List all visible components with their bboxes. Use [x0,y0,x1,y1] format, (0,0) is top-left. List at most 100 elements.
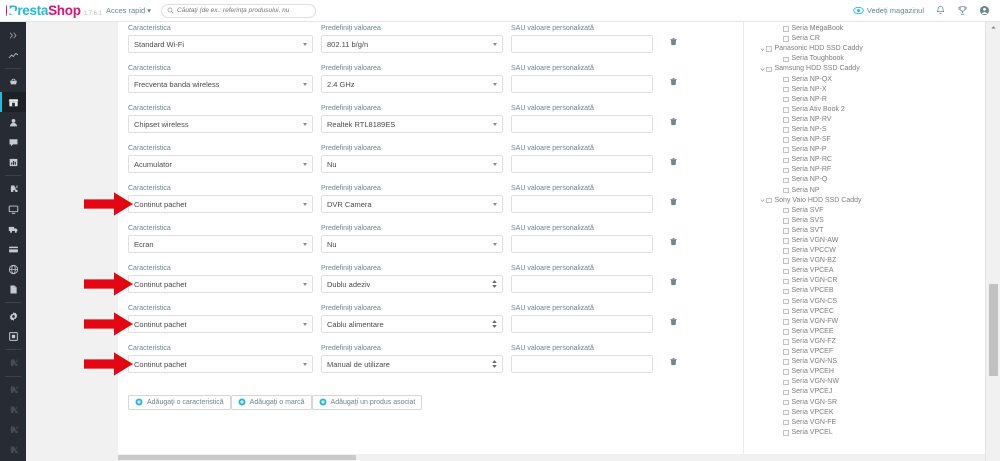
add-brand-button[interactable]: Adăugaţi o marcă [230,394,312,410]
feature-select[interactable]: Ecran [128,235,313,253]
tree-node[interactable]: Seria VGN-SR [744,397,985,407]
tree-node[interactable]: Seria VPCEE [744,327,985,337]
tree-node[interactable]: Seria VGN-NW [744,377,985,387]
tree-node[interactable]: Seria NP-P [744,145,985,155]
tree-node-checkbox[interactable] [783,86,789,93]
trash-icon[interactable] [669,37,678,47]
tree-node[interactable]: Seria SVS [744,216,985,226]
tree-node[interactable]: Seria Ativ Book 2 [744,105,985,115]
predefined-value-select[interactable]: 2.4 GHz [321,75,503,93]
chevron-down-icon[interactable] [758,198,766,203]
tree-node-checkbox[interactable] [783,258,789,264]
tree-node-checkbox[interactable] [766,66,772,73]
feature-select[interactable]: Acumulator [128,155,313,173]
tree-node-checkbox[interactable] [783,319,789,325]
tree-node[interactable]: Seria NP-Q [744,175,985,185]
tree-node[interactable]: Seria Toughbook [744,54,985,64]
trash-icon[interactable] [669,277,678,287]
sidebar-item-module-link-1[interactable] [0,353,26,373]
predefined-value-select[interactable]: Cablu alimentare [321,315,503,333]
sidebar-item-orders[interactable] [0,72,26,92]
tree-node[interactable]: Seria NP-X [744,85,985,95]
tree-node[interactable]: Seria VPCEJ [744,387,985,397]
sidebar-item-expand[interactable] [0,25,26,45]
tree-node[interactable]: Seria VGN-BZ [744,256,985,266]
predefined-value-select[interactable]: 802.11 b/g/n [321,35,503,53]
sidebar-item-design[interactable] [0,199,26,219]
tree-node-checkbox[interactable] [783,218,789,224]
tree-node[interactable]: Seria VGN-FW [744,317,985,327]
feature-select[interactable]: Frecventa banda wireless [128,75,313,93]
tree-node-checkbox[interactable] [783,127,789,133]
brand-tree-panel[interactable]: Seria MegaBook Seria CR Panasonic HDD SS… [743,22,985,461]
tree-node-checkbox[interactable] [783,419,789,426]
tree-node[interactable]: Seria NP-R [744,95,985,105]
tree-node-checkbox[interactable] [783,339,789,345]
sidebar-item-shop-parameters[interactable] [0,306,26,326]
trash-icon[interactable] [669,157,678,167]
tree-node-checkbox[interactable] [783,147,789,153]
chevron-down-icon[interactable] [758,67,766,72]
sidebar-item-stats[interactable] [0,152,26,172]
predefined-value-select[interactable]: Dublu adeziv [321,275,503,293]
tree-node-checkbox[interactable] [783,137,789,143]
trash-icon[interactable] [669,77,678,87]
trash-icon[interactable] [669,317,678,327]
vertical-scroll-thumb[interactable] [989,284,998,376]
tree-node-checkbox[interactable] [783,399,789,406]
tree-node-checkbox[interactable] [783,96,789,103]
tree-node-checkbox[interactable] [783,228,789,234]
predefined-value-select[interactable]: Nu [321,235,503,253]
tree-node[interactable]: Seria NP [744,186,985,196]
trash-icon[interactable] [669,357,678,367]
tree-node[interactable]: Seria VPCCW [744,246,985,256]
tree-node-checkbox[interactable] [783,389,789,396]
tree-node-checkbox[interactable] [783,409,789,416]
horizontal-scroll-thumb[interactable] [118,455,356,460]
trophy-icon[interactable] [957,5,968,16]
global-search-box[interactable] [161,3,317,18]
tree-node-checkbox[interactable] [783,298,789,305]
tree-node[interactable]: Seria VPCEA [744,266,985,276]
tree-node[interactable]: Seria SVF [744,206,985,216]
predefined-value-select[interactable]: DVR Camera [321,195,503,213]
custom-value-input[interactable] [511,235,653,253]
tree-node-checkbox[interactable] [783,248,789,254]
feature-select[interactable]: Standard Wi-Fi [128,35,313,53]
tree-node[interactable]: Seria VPCEC [744,307,985,317]
chevron-down-icon[interactable] [758,47,766,52]
tree-node[interactable]: Seria VGN-NS [744,357,985,367]
sidebar-item-module-link-4[interactable] [0,420,26,440]
trash-icon[interactable] [669,117,678,127]
custom-value-input[interactable] [511,35,653,53]
tree-node-checkbox[interactable] [783,238,789,244]
tree-node[interactable]: Seria VGN-CS [744,297,985,307]
predefined-value-select[interactable]: Manual de utilizare [321,355,503,373]
tree-node-checkbox[interactable] [783,278,789,285]
tree-node-checkbox[interactable] [783,379,789,386]
tree-node-checkbox[interactable] [783,167,789,174]
tree-node[interactable]: Seria VGN-FZ [744,337,985,347]
tree-node[interactable]: Seria SVT [744,226,985,236]
search-input[interactable] [177,7,311,14]
tree-node[interactable]: Panasonic HDD SSD Caddy [744,44,985,54]
tree-node-checkbox[interactable] [783,107,789,113]
tree-node[interactable]: Sony Vaio HDD SSD Caddy [744,196,985,206]
quick-access-menu[interactable]: Acces rapid ▾ [106,6,151,15]
sidebar-item-modules[interactable] [0,179,26,199]
tree-node[interactable]: Samsung HDD SSD Caddy [744,64,985,74]
tree-node[interactable]: Seria CR [744,34,985,44]
feature-select[interactable]: Continut pachet [128,355,313,373]
bell-icon[interactable] [935,5,946,16]
sidebar-item-module-link-5[interactable] [0,440,26,460]
tree-node-checkbox[interactable] [783,157,789,164]
trash-icon[interactable] [669,237,678,247]
feature-select[interactable]: Continut pachet [128,315,313,333]
tree-node[interactable]: Seria VPCEF [744,347,985,357]
view-shop-link[interactable]: Vedeți magazinul [853,5,924,16]
tree-node[interactable]: Seria VGN-AW [744,236,985,246]
feature-select[interactable]: Continut pachet [128,275,313,293]
tree-node[interactable]: Seria VGN-CR [744,276,985,286]
tree-node-checkbox[interactable] [783,76,789,83]
tree-node[interactable]: Seria VPCEB [744,286,985,296]
